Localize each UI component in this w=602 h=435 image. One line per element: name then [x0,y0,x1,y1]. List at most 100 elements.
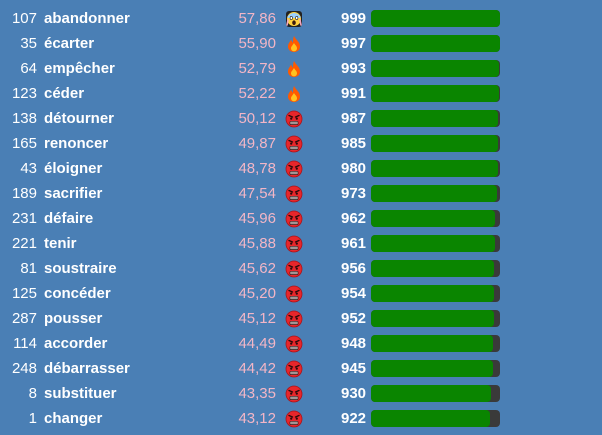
similarity-score: 45,12 [238,310,276,327]
proximity-count: 991 [341,85,367,102]
list-item: 114 accorder 44,49 948 [0,331,602,356]
proximity-bar [371,160,500,177]
guess-word: concéder [44,285,111,302]
guess-rank: 189 [11,185,37,202]
proximity-bar-fill [371,210,496,227]
guess-rank: 35 [20,35,37,52]
proximity-bar-fill [371,85,499,102]
fire-emoji-icon [285,35,303,53]
angry-face-emoji-icon [285,360,303,378]
guess-rank: 125 [11,285,37,302]
guess-word: tenir [44,235,77,252]
proximity-bar-fill [371,10,500,27]
proximity-count: 999 [341,10,367,27]
proximity-bar [371,410,500,427]
guess-word: sacrifier [44,185,103,202]
proximity-bar [371,110,500,127]
list-item: 125 concéder 45,20 954 [0,281,602,306]
angry-face-emoji-icon [285,135,303,153]
angry-face-emoji-icon [285,110,303,128]
similarity-score: 52,79 [238,60,276,77]
proximity-bar [371,235,500,252]
guess-word: écarter [44,35,95,52]
guess-rank: 107 [11,10,37,27]
guess-word: pousser [44,310,103,327]
similarity-score: 48,78 [238,160,276,177]
proximity-count: 980 [341,160,367,177]
similarity-score: 50,12 [238,110,276,127]
guess-word: renoncer [44,135,109,152]
guess-word: éloigner [44,160,103,177]
guess-rank: 1 [28,410,37,427]
similarity-score: 52,22 [238,85,276,102]
proximity-bar-fill [371,285,495,302]
list-item: 64 empêcher 52,79 993 [0,56,602,81]
proximity-bar [371,285,500,302]
list-item: 221 tenir 45,88 961 [0,231,602,256]
list-item: 81 soustraire 45,62 956 [0,256,602,281]
proximity-bar-fill [371,260,495,277]
list-item: 189 sacrifier 47,54 973 [0,181,602,206]
angry-face-emoji-icon [285,160,303,178]
proximity-bar-fill [371,35,500,52]
list-item: 165 renoncer 49,87 985 [0,131,602,156]
guess-rank: 8 [28,385,37,402]
proximity-bar-fill [371,135,499,152]
list-item: 35 écarter 55,90 997 [0,31,602,56]
angry-face-emoji-icon [285,235,303,253]
list-item: 8 substituer 43,35 930 [0,381,602,406]
similarity-score: 44,42 [238,360,276,377]
guess-rank: 221 [11,235,37,252]
proximity-bar [371,210,500,227]
guess-rank: 123 [11,85,37,102]
angry-face-emoji-icon [285,410,303,428]
guess-rank: 43 [20,160,37,177]
guess-word: changer [44,410,103,427]
proximity-count: 962 [341,210,367,227]
list-item: 107 abandonner 57,86 999 [0,6,602,31]
guess-rank: 114 [13,335,37,352]
proximity-bar [371,85,500,102]
guess-word: débarrasser [44,360,130,377]
list-item: 1 changer 43,12 922 [0,406,602,431]
proximity-count: 961 [341,235,367,252]
angry-face-emoji-icon [285,260,303,278]
list-item: 287 pousser 45,12 952 [0,306,602,331]
scream-emoji-icon [285,10,303,28]
proximity-bar [371,335,500,352]
guess-rank: 248 [11,360,37,377]
guess-word: abandonner [44,10,130,27]
guess-word: défaire [44,210,94,227]
proximity-count: 954 [341,285,367,302]
guess-word: accorder [44,335,108,352]
list-item: 248 débarrasser 44,42 945 [0,356,602,381]
guess-word: détourner [44,110,115,127]
proximity-bar-fill [371,335,494,352]
similarity-score: 55,90 [238,35,276,52]
guess-word: substituer [44,385,117,402]
fire-emoji-icon [285,60,303,78]
similarity-score: 49,87 [238,135,276,152]
angry-face-emoji-icon [285,335,303,353]
proximity-count: 922 [341,410,367,427]
list-item: 43 éloigner 48,78 980 [0,156,602,181]
proximity-bar-fill [371,185,497,202]
proximity-bar [371,260,500,277]
proximity-count: 948 [341,335,367,352]
proximity-count: 952 [341,310,367,327]
proximity-bar-fill [371,110,499,127]
proximity-bar-fill [371,410,491,427]
proximity-bar [371,385,500,402]
proximity-count: 945 [341,360,367,377]
angry-face-emoji-icon [285,185,303,203]
proximity-bar [371,35,500,52]
proximity-bar [371,135,500,152]
proximity-bar [371,60,500,77]
list-item: 231 défaire 45,96 962 [0,206,602,231]
proximity-count: 973 [341,185,367,202]
proximity-bar [371,10,500,27]
similarity-score: 43,12 [238,410,276,427]
proximity-count: 956 [341,260,367,277]
guess-rank: 287 [11,310,37,327]
